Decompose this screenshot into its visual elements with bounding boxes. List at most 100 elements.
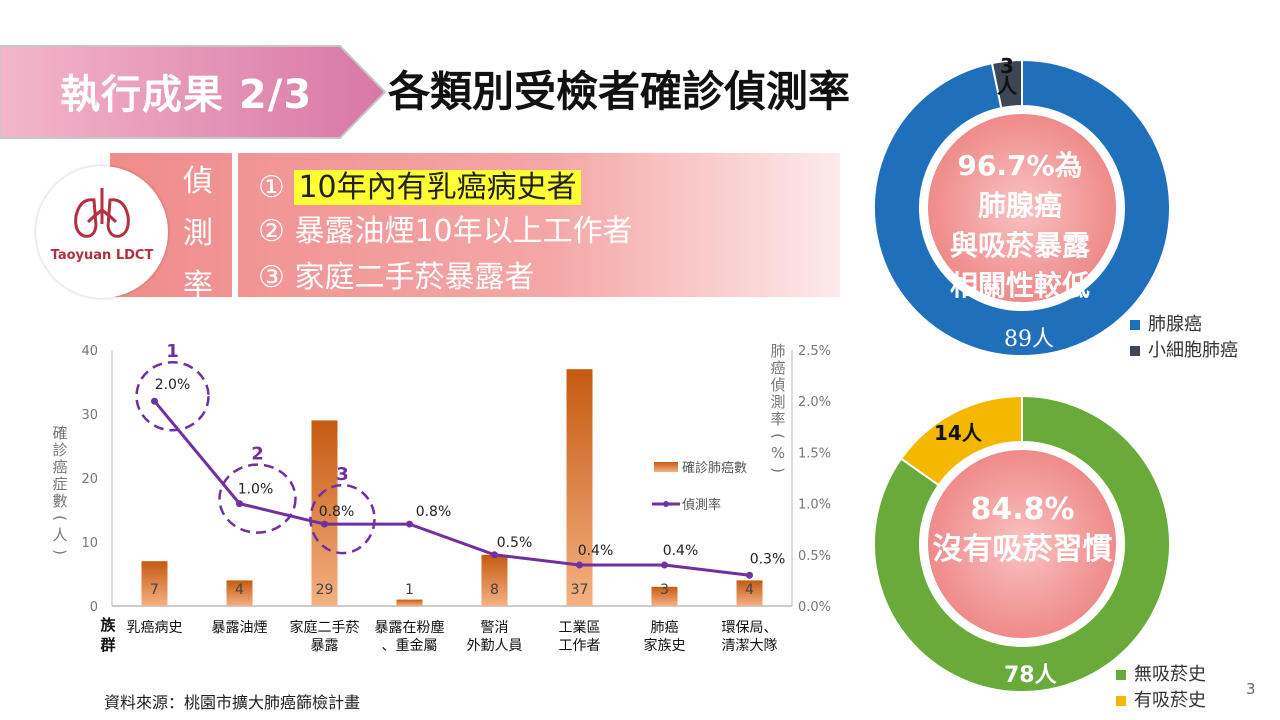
category-label: 警消 xyxy=(481,620,509,636)
bar-value-label: 3 xyxy=(660,582,669,598)
y-axis-title-char: ) xyxy=(51,549,69,555)
bar xyxy=(481,554,508,606)
legend-item: 肺腺癌 xyxy=(1130,310,1238,336)
vertical-label-char: 率 xyxy=(183,268,213,303)
y2-tick-label: 1.0% xyxy=(798,498,831,513)
category-label: 暴露油煙 xyxy=(212,620,268,636)
title-banner xyxy=(0,44,390,140)
category-label: 乳癌病史 xyxy=(127,620,183,636)
criteria-number: ③ xyxy=(258,260,285,295)
summary-line: 96.7%為 xyxy=(957,149,1083,182)
category-label: 工作者 xyxy=(559,638,601,654)
category-label: 環保局、 xyxy=(722,620,778,636)
x-axis-title-char: 群 xyxy=(100,636,115,654)
y-tick-label: 10 xyxy=(81,536,98,551)
divider xyxy=(232,153,238,297)
line-point xyxy=(746,571,753,579)
line-value-label: 0.4% xyxy=(663,543,699,559)
vertical-label-char: 偵 xyxy=(183,164,213,199)
line-value-label: 0.8% xyxy=(319,504,355,520)
category-label: 工業區 xyxy=(559,620,601,636)
smoking-legend: 無吸菸史 有吸菸史 xyxy=(1116,660,1206,712)
y2-axis-title-char: 測 xyxy=(770,393,785,411)
bar-value-label: 4 xyxy=(745,582,754,598)
line-point xyxy=(321,520,328,528)
y-axis-title-char: 數 xyxy=(52,492,67,510)
bar xyxy=(311,420,338,606)
y2-axis-title-char: 肺 xyxy=(770,342,785,360)
vertical-label-char: 測 xyxy=(183,216,213,251)
cell-type-summary: 96.7%為 肺腺癌 與吸菸暴露 相關性較低 xyxy=(920,146,1120,306)
page-title: 各類別受檢者確診偵測率 xyxy=(388,67,851,116)
y-axis-title-char: 確 xyxy=(52,424,67,442)
bar-value-label: 7 xyxy=(150,582,159,598)
nonsmoker-count-label: 78人 xyxy=(1004,663,1057,688)
line-value-label: 1.0% xyxy=(238,482,274,498)
category-label: 、重金屬 xyxy=(382,638,438,654)
line-point xyxy=(576,561,583,569)
criteria-number: ① xyxy=(258,170,285,205)
annotation-number: 3 xyxy=(336,464,349,485)
category-label: 肺癌 xyxy=(651,620,679,636)
annotation-number: 1 xyxy=(166,341,179,362)
logo-text: Taoyuan LDCT xyxy=(50,248,154,263)
logo xyxy=(36,166,168,298)
line-value-label: 0.8% xyxy=(416,504,452,520)
line-point xyxy=(406,520,413,528)
y-tick-label: 30 xyxy=(81,408,98,423)
y-axis-title-char: 症 xyxy=(52,475,67,493)
bar-value-label: 8 xyxy=(490,582,499,598)
y-tick-label: 0 xyxy=(90,600,98,615)
section-label: 執行成果 2/3 xyxy=(60,72,313,118)
category-label: 暴露在粉塵 xyxy=(375,619,445,636)
y-tick-label: 20 xyxy=(81,472,98,487)
line-value-label: 2.0% xyxy=(155,377,191,393)
criteria-text: 家庭二手菸暴露者 xyxy=(294,260,535,295)
y-axis-title-char: 癌 xyxy=(52,458,67,476)
legend-bar-label: 確診肺癌數 xyxy=(682,460,747,476)
line-point xyxy=(491,551,498,559)
category-label: 家庭二手菸 xyxy=(290,619,360,636)
annotation-circle xyxy=(309,483,376,555)
legend-line-label: 偵測率 xyxy=(682,497,721,513)
criteria-text-highlighted: 10年內有乳癌病史者 xyxy=(294,170,581,205)
bar xyxy=(651,586,678,606)
criteria-item: ③ 家庭二手菸暴露者 xyxy=(258,252,534,296)
legend-bar-swatch xyxy=(654,462,678,472)
y2-tick-label: 1.5% xyxy=(798,446,831,461)
page-number: 3 xyxy=(1246,680,1256,698)
category-label: 外勤人員 xyxy=(467,638,523,654)
line-point xyxy=(661,561,668,569)
y2-axis-title-char: ( xyxy=(769,433,787,439)
legend-line-marker xyxy=(663,501,669,507)
legend-item: 小細胞肺癌 xyxy=(1130,336,1238,362)
donut-center xyxy=(928,450,1116,638)
donut-center xyxy=(928,114,1116,302)
y-axis-title-char: 人 xyxy=(52,526,67,544)
summary-line: 與吸菸暴露 xyxy=(949,229,1090,262)
criteria-item: ① 10年內有乳癌病史者 xyxy=(258,162,581,206)
y2-axis-title-char: 率 xyxy=(770,410,785,428)
smoking-summary: 84.8% 沒有吸菸習慣 xyxy=(905,490,1140,570)
donut-slice xyxy=(873,394,1171,693)
line-point xyxy=(151,397,158,405)
smoker-count-label: 14人 xyxy=(934,421,982,445)
legend-item: 無吸菸史 xyxy=(1116,660,1206,686)
y-axis-title-char: 診 xyxy=(52,441,67,459)
criteria-number: ② xyxy=(258,214,285,249)
bar-value-label: 37 xyxy=(571,582,589,598)
annotation-circle xyxy=(135,360,210,432)
annotation-circle xyxy=(218,463,297,534)
y2-tick-label: 2.5% xyxy=(798,344,831,359)
donut-slice xyxy=(873,58,1171,357)
y-tick-label: 40 xyxy=(81,344,98,359)
y2-tick-label: 2.0% xyxy=(798,395,831,410)
legend-item: 有吸菸史 xyxy=(1116,686,1206,712)
smoking-donut-chart xyxy=(873,394,1171,693)
detection-rate-line xyxy=(153,400,750,577)
y2-axis-title-char: 偵 xyxy=(770,376,785,394)
combo-chart: 0102030400.0%0.5%1.0%1.5%2.0%2.5%確診癌症數(人… xyxy=(51,341,831,654)
bar-value-label: 29 xyxy=(316,582,334,598)
